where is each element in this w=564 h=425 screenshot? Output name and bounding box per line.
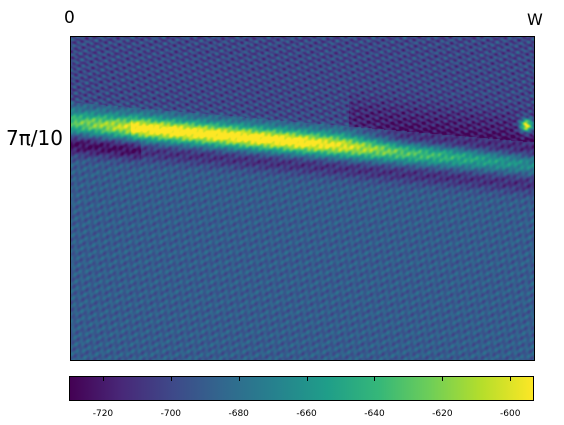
colorbar-tick-mark [306,377,308,381]
colorbar-tick-label: -600 [500,409,521,419]
colorbar-tick-mark [374,377,376,381]
colorbar-tick-label: -700 [160,409,182,419]
colorbar-tick-mark [442,377,444,381]
colorbar-tick-mark [510,377,512,381]
y-axis-tick-label: 7π/10 [6,126,63,150]
colorbar-tick-mark [170,377,172,381]
colorbar-tick-mark [102,377,104,381]
colorbar-tick-label: -720 [92,409,114,419]
colorbar-tick-label: -640 [364,409,385,419]
colorbar-gradient [70,377,533,400]
colorbar-tick-label: -620 [432,409,453,419]
x-axis-start-label: 0 [64,8,75,28]
colorbar [69,376,534,401]
heatmap-image [71,37,534,360]
colorbar-tick-mark [238,377,240,381]
heatmap-plot-area [70,36,535,361]
x-axis-end-label: W [527,10,543,29]
colorbar-tick-label: -660 [296,409,317,419]
colorbar-tick-label: -680 [228,409,249,419]
